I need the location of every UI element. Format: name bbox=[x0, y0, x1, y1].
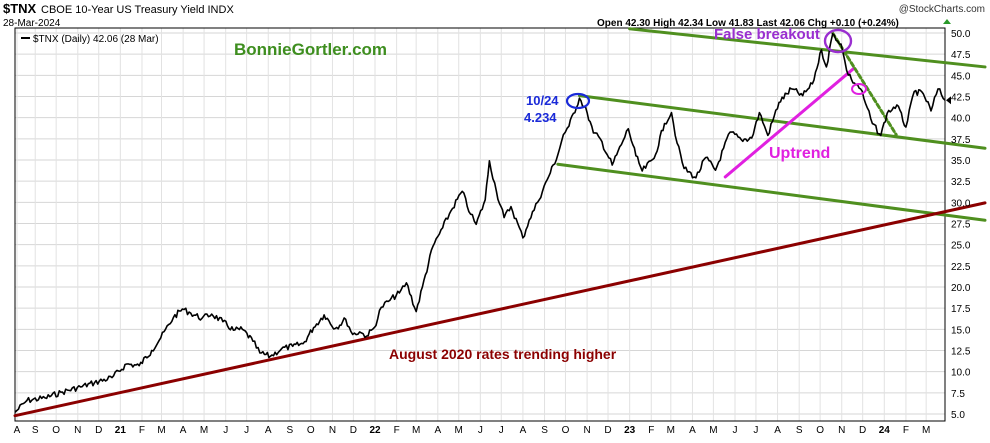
x-tick-label: J bbox=[753, 425, 758, 436]
y-tick-label: 17.5 bbox=[951, 304, 971, 315]
x-tick-label: F bbox=[648, 425, 654, 436]
y-tick-label: 32.5 bbox=[951, 177, 971, 188]
trendline-long-term-uptrend bbox=[13, 201, 987, 418]
x-tick-label: M bbox=[412, 425, 420, 436]
y-tick-label: 7.5 bbox=[951, 389, 965, 400]
x-tick-label: 21 bbox=[115, 425, 127, 436]
x-tick-label: F bbox=[394, 425, 400, 436]
series-line-tnx bbox=[14, 33, 946, 413]
x-tick-label: O bbox=[307, 425, 315, 436]
trendline-uptrend bbox=[723, 67, 856, 179]
x-tick-label: A bbox=[434, 425, 441, 436]
y-tick-label: 27.5 bbox=[951, 220, 971, 231]
symbol-label: $TNX bbox=[3, 1, 37, 16]
trendline-upper-channel-top bbox=[628, 27, 987, 69]
x-tick-label: F bbox=[903, 425, 909, 436]
peak-value-annotation: 4.234 bbox=[524, 110, 557, 125]
x-tick-label: S bbox=[796, 425, 803, 436]
x-tick-label: D bbox=[95, 425, 102, 436]
x-tick-label: 24 bbox=[879, 425, 891, 436]
y-tick-label: 22.5 bbox=[951, 262, 971, 273]
x-tick-label: O bbox=[562, 425, 570, 436]
x-tick-label: S bbox=[287, 425, 294, 436]
x-tick-label: A bbox=[520, 425, 527, 436]
x-tick-label: M bbox=[922, 425, 930, 436]
y-tick-label: 20.0 bbox=[951, 283, 971, 294]
x-tick-label: J bbox=[733, 425, 738, 436]
index-name: CBOE 10-Year US Treasury Yield INDX bbox=[41, 4, 234, 16]
y-tick-label: 30.0 bbox=[951, 198, 971, 209]
x-tick-label: J bbox=[244, 425, 249, 436]
x-tick-label: D bbox=[604, 425, 611, 436]
x-tick-label: M bbox=[455, 425, 463, 436]
y-axis: 5.0 7.5 10.0 12.5 15.0 17.5 20.0 22.5 25.0 27.5 30… bbox=[951, 29, 971, 421]
series-layer bbox=[14, 19, 951, 413]
y-tick-label: 47.5 bbox=[951, 50, 971, 61]
last-value-marker bbox=[946, 96, 951, 105]
x-tick-label: J bbox=[499, 425, 504, 436]
y-tick-label: 37.5 bbox=[951, 135, 971, 146]
y-tick-label: 42.5 bbox=[951, 93, 971, 104]
x-tick-label: A bbox=[774, 425, 781, 436]
y-tick-label: 45.0 bbox=[951, 71, 971, 82]
x-tick-label: M bbox=[200, 425, 208, 436]
watermark: @StockCharts.com bbox=[899, 4, 985, 15]
x-tick-label: D bbox=[859, 425, 866, 436]
y-tick-label: 35.0 bbox=[951, 156, 971, 167]
site-annotation: BonnieGortler.com bbox=[234, 40, 387, 59]
chart-date: 28-Mar-2024 bbox=[3, 18, 61, 29]
x-tick-label: J bbox=[478, 425, 483, 436]
trendline-upper-channel-bottom bbox=[577, 94, 987, 150]
x-tick-label: S bbox=[541, 425, 548, 436]
grid bbox=[15, 28, 945, 421]
x-tick-label: N bbox=[74, 425, 81, 436]
legend-entry: $TNX (Daily) 42.06 (28 Mar) bbox=[33, 34, 159, 45]
false-breakout-annotation: False breakout bbox=[714, 26, 820, 43]
x-tick-label: F bbox=[139, 425, 145, 436]
peak-ellipse bbox=[565, 92, 591, 110]
false-breakout-ellipse bbox=[823, 28, 853, 54]
x-tick-label: A bbox=[180, 425, 187, 436]
y-tick-label: 15.0 bbox=[951, 325, 971, 336]
x-tick-label: O bbox=[816, 425, 824, 436]
up-change-marker bbox=[943, 19, 951, 24]
y-tick-label: 10.0 bbox=[951, 368, 971, 379]
x-tick-label: S bbox=[32, 425, 39, 436]
y-tick-label: 5.0 bbox=[951, 410, 965, 421]
ohlc-readout: Open 42.30 High 42.34 Low 41.83 Last 42.… bbox=[597, 18, 899, 29]
x-tick-label: M bbox=[709, 425, 717, 436]
x-tick-label: 22 bbox=[369, 425, 381, 436]
peak-date-annotation: 10/24 bbox=[526, 93, 559, 108]
breakdown-ellipse bbox=[851, 83, 867, 95]
y-tick-label: 12.5 bbox=[951, 347, 971, 358]
y-tick-label: 40.0 bbox=[951, 114, 971, 125]
trendline-lower-channel bbox=[556, 162, 987, 222]
x-tick-label: A bbox=[265, 425, 272, 436]
x-tick-label: J bbox=[223, 425, 228, 436]
x-tick-label: A bbox=[689, 425, 696, 436]
x-tick-label: O bbox=[52, 425, 60, 436]
uptrend-annotation: Uptrend bbox=[769, 145, 830, 162]
x-axis: A S O N D 21 F M A M J J A S O N D 22 F M A M J J A S O N D 23 F M A M J J A… bbox=[14, 425, 931, 436]
y-tick-label: 50.0 bbox=[951, 29, 971, 40]
x-tick-label: D bbox=[350, 425, 357, 436]
x-tick-label: 23 bbox=[624, 425, 636, 436]
trend-annotation: August 2020 rates trending higher bbox=[389, 346, 617, 362]
x-tick-label: N bbox=[583, 425, 590, 436]
x-tick-label: M bbox=[667, 425, 675, 436]
x-tick-label: N bbox=[838, 425, 845, 436]
x-tick-label: N bbox=[329, 425, 336, 436]
x-tick-label: A bbox=[14, 425, 21, 436]
y-tick-label: 25.0 bbox=[951, 241, 971, 252]
x-tick-label: M bbox=[157, 425, 165, 436]
plot-frame bbox=[14, 27, 946, 422]
